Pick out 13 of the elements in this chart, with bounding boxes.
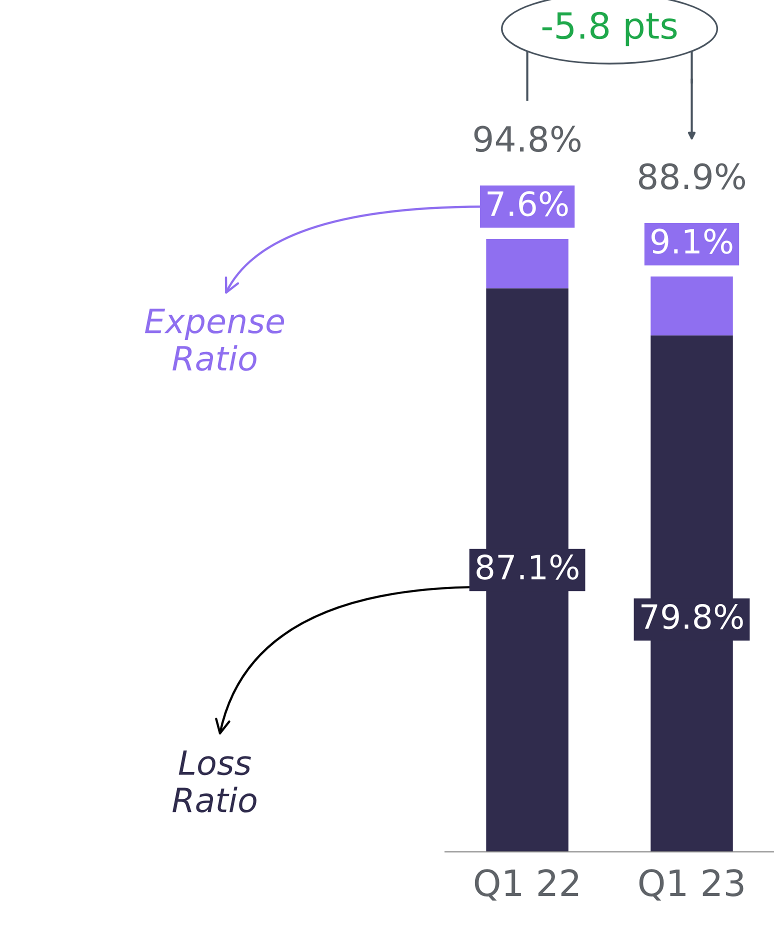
x-tick-label: Q1 22 [474,869,578,901]
bar [650,276,733,336]
bar [486,239,568,288]
data-label: 7.6% [488,191,568,216]
total-label: 94.8% [474,126,581,152]
text: -5.8 pts [542,12,677,46]
data-label: 9.1% [652,228,732,254]
total-label: 88.9% [638,163,745,190]
legend-label: Expense Ratio [144,308,284,371]
x-tick-label: Q1 23 [639,869,744,901]
data-label: 87.1% [476,554,578,580]
text: Loss Ratio [172,750,256,813]
data-label: 79.8% [642,604,743,630]
